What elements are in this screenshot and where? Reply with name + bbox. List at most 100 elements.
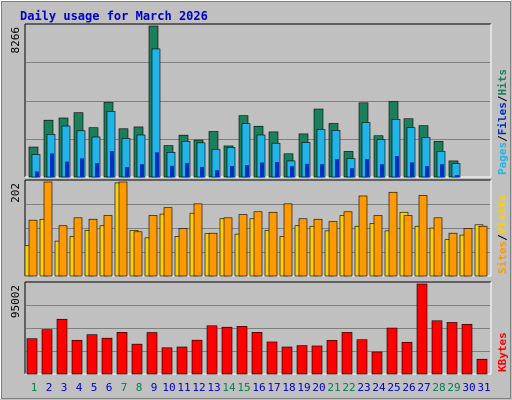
kbytes-bar bbox=[131, 343, 143, 375]
legend-entry: / bbox=[496, 135, 509, 142]
x-tick-label: 1 bbox=[31, 381, 38, 394]
pages-bar bbox=[245, 165, 249, 177]
x-tick-label: 24 bbox=[372, 381, 386, 394]
kbytes-bar bbox=[221, 326, 233, 375]
kbytes-bar bbox=[236, 326, 248, 375]
kbytes-bar bbox=[281, 346, 293, 375]
pages-bar bbox=[260, 162, 264, 177]
x-tick-label: 11 bbox=[177, 381, 190, 394]
pages-bar bbox=[365, 159, 369, 177]
kbytes-bar bbox=[446, 322, 458, 375]
kbytes-bar bbox=[296, 345, 308, 375]
pages-bar bbox=[395, 155, 399, 177]
x-tick-label: 28 bbox=[432, 381, 445, 394]
kbytes-bar bbox=[176, 346, 188, 375]
visits-bar bbox=[133, 231, 143, 277]
legend-entry: Hits bbox=[496, 69, 509, 96]
x-tick-label: 26 bbox=[402, 381, 415, 394]
kbytes-bar bbox=[341, 332, 353, 375]
kbytes-bar bbox=[476, 358, 488, 375]
legend-entry: / bbox=[496, 95, 509, 102]
visits-bar bbox=[253, 211, 263, 277]
x-tick-label: 31 bbox=[477, 381, 490, 394]
pages-bar bbox=[80, 158, 84, 177]
pages-bar bbox=[65, 161, 69, 177]
x-tick-label: 13 bbox=[207, 381, 220, 394]
visits-bar bbox=[43, 181, 53, 277]
pages-bar bbox=[155, 152, 159, 177]
pages-bar bbox=[35, 171, 39, 177]
visits-bar bbox=[298, 218, 308, 277]
x-tick-label: 9 bbox=[151, 381, 158, 394]
panel-kbytes-ymax-label: 95002 bbox=[9, 285, 22, 318]
kbytes-bar bbox=[386, 327, 398, 375]
panel-hits-legend: Pages/Files/Hits bbox=[496, 69, 509, 175]
chart-title: Daily usage for March 2026 bbox=[20, 9, 208, 23]
visits-bar bbox=[448, 232, 458, 277]
visits-bar bbox=[313, 218, 323, 277]
kbytes-bar bbox=[461, 323, 473, 375]
visits-bar bbox=[88, 218, 98, 277]
panel-visits-legend: Sites/Visits bbox=[496, 195, 509, 275]
pages-bar bbox=[215, 170, 219, 177]
kbytes-bar bbox=[41, 329, 53, 375]
x-tick-label: 8 bbox=[136, 381, 143, 394]
kbytes-bar bbox=[146, 332, 158, 375]
visits-bar bbox=[193, 203, 203, 277]
x-tick-label: 16 bbox=[252, 381, 265, 394]
kbytes-bar bbox=[191, 339, 203, 375]
x-tick-label: 25 bbox=[387, 381, 400, 394]
pages-bar bbox=[170, 165, 174, 177]
pages-bar bbox=[140, 164, 144, 177]
visits-bar bbox=[283, 203, 293, 277]
kbytes-bar bbox=[371, 351, 383, 375]
panel-visits-ymax-label: 202 bbox=[9, 183, 22, 203]
x-tick-label: 15 bbox=[237, 381, 250, 394]
pages-bar bbox=[410, 162, 414, 177]
kbytes-bar bbox=[56, 318, 68, 375]
visits-bar bbox=[178, 228, 188, 277]
legend-entry: Visits bbox=[496, 195, 509, 235]
kbytes-bar bbox=[311, 345, 323, 375]
pages-bar bbox=[440, 164, 444, 177]
visits-bar bbox=[238, 214, 248, 277]
visits-bar bbox=[268, 211, 278, 277]
pages-bar bbox=[275, 162, 279, 177]
panel-hits-ymax-label: 8266 bbox=[9, 27, 22, 54]
x-tick-label: 12 bbox=[192, 381, 205, 394]
legend-entry: Files bbox=[496, 102, 509, 135]
x-tick-label: 22 bbox=[342, 381, 355, 394]
pages-bar bbox=[380, 164, 384, 177]
panel-visits: 202 Sites/Visits bbox=[9, 179, 509, 277]
visits-bar bbox=[148, 215, 158, 277]
kbytes-bar bbox=[356, 339, 368, 375]
visits-bar bbox=[478, 225, 488, 277]
pages-bar bbox=[110, 151, 114, 177]
kbytes-bar bbox=[206, 325, 218, 375]
pages-bar bbox=[200, 166, 204, 177]
legend-entry: / bbox=[496, 234, 509, 241]
kbytes-bar bbox=[71, 339, 83, 375]
legend-entry: Sites bbox=[496, 241, 509, 274]
visits-bar bbox=[373, 215, 383, 277]
visits-bar bbox=[163, 207, 173, 277]
kbytes-bar bbox=[26, 338, 38, 375]
pages-bar bbox=[290, 166, 294, 177]
visits-bar bbox=[118, 181, 128, 277]
pages-bar bbox=[305, 163, 309, 177]
kbytes-bar bbox=[326, 340, 338, 375]
visits-bar bbox=[403, 215, 413, 277]
x-tick-label: 17 bbox=[267, 381, 280, 394]
visits-bar bbox=[418, 195, 428, 277]
visits-bar bbox=[343, 211, 353, 277]
pages-bar bbox=[95, 163, 99, 177]
x-tick-label: 21 bbox=[327, 381, 340, 394]
x-tick-label: 10 bbox=[162, 381, 175, 394]
pages-bar bbox=[425, 166, 429, 177]
visits-bar bbox=[103, 215, 113, 277]
x-tick-label: 20 bbox=[312, 381, 325, 394]
kbytes-bar bbox=[431, 320, 443, 375]
